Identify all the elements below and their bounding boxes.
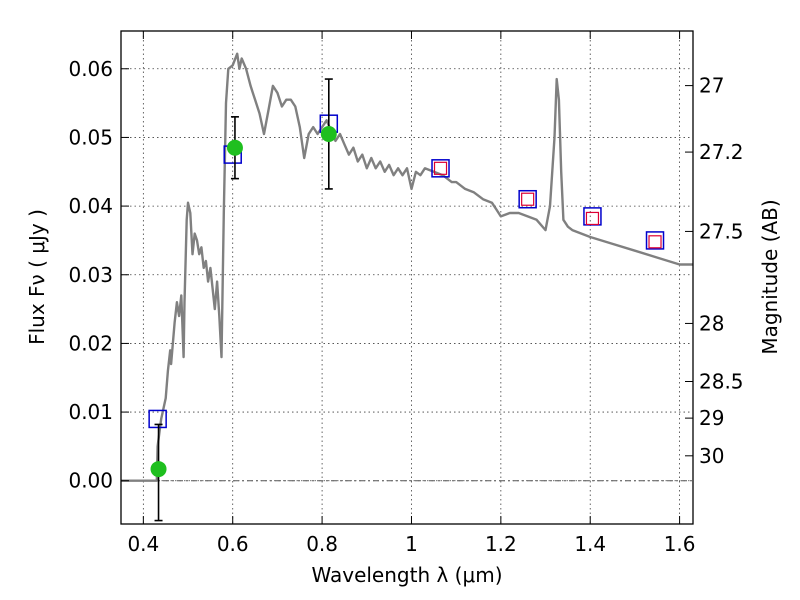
model-photometry-boxes	[148, 114, 665, 429]
plot-frame	[120, 30, 694, 525]
model-box-4	[518, 189, 537, 209]
x-tick-label-6: 1.6	[664, 532, 696, 556]
model-inner-box-2	[585, 211, 600, 226]
magnitude-axis-ticks: 27 27.2 27.5 28 28.5 29 30	[685, 74, 744, 468]
y-tick-label-2: 0.02	[68, 331, 113, 355]
observed-point-1	[226, 139, 243, 156]
spectrum-line	[121, 52, 693, 482]
model-spectrum	[121, 52, 693, 482]
x-axis-label: Wavelength λ (μm)	[311, 563, 502, 587]
grid	[121, 31, 693, 524]
observed-points	[150, 125, 337, 478]
y-tick-label-3: 0.03	[68, 263, 113, 287]
mag-tick-label-6: 30	[699, 444, 724, 468]
x-tick-label-1: 0.6	[217, 532, 249, 556]
mag-tick-label-1: 27.2	[699, 140, 744, 164]
model-box-6	[645, 231, 665, 250]
y-tick-label-1: 0.01	[68, 400, 113, 424]
model-box-3	[431, 159, 450, 178]
mag-tick-label-5: 29	[699, 406, 724, 430]
x-tick-label-4: 1.2	[485, 532, 517, 556]
y-tick-label-6: 0.06	[68, 57, 113, 81]
magnitude-axis-label: Magnitude (AB)	[758, 199, 782, 354]
x-tick-label-2: 0.8	[306, 532, 338, 556]
x-tick-label-5: 1.4	[574, 532, 606, 556]
mag-tick-label-3: 28	[699, 311, 724, 335]
y-tick-label-0: 0.00	[68, 469, 113, 493]
model-photometry-inner-boxes	[433, 161, 662, 249]
model-inner-box-1	[521, 192, 535, 206]
observed-point-2	[320, 125, 337, 142]
observed-point-0	[150, 461, 167, 478]
y-tick-label-5: 0.05	[68, 125, 113, 149]
model-inner-box-3	[648, 235, 662, 249]
mag-tick-label-0: 27	[699, 74, 724, 98]
x-tick-label-3: 1	[405, 532, 418, 556]
y-tick-label-4: 0.04	[68, 194, 113, 218]
mag-tick-label-2: 27.5	[699, 219, 744, 243]
model-inner-box-0	[433, 161, 448, 175]
mag-tick-label-4: 28.5	[699, 369, 744, 393]
y-axis-label: Flux Fν ( μJy )	[25, 209, 49, 345]
x-tick-label-0: 0.4	[127, 532, 159, 556]
x-axis-ticks: 0.4 0.6 0.8 1 1.2 1.4 1.6	[127, 31, 696, 556]
y-axis-ticks: 0.00 0.01 0.02 0.03 0.04 0.05 0.06	[68, 57, 129, 493]
model-box-0	[148, 409, 167, 429]
